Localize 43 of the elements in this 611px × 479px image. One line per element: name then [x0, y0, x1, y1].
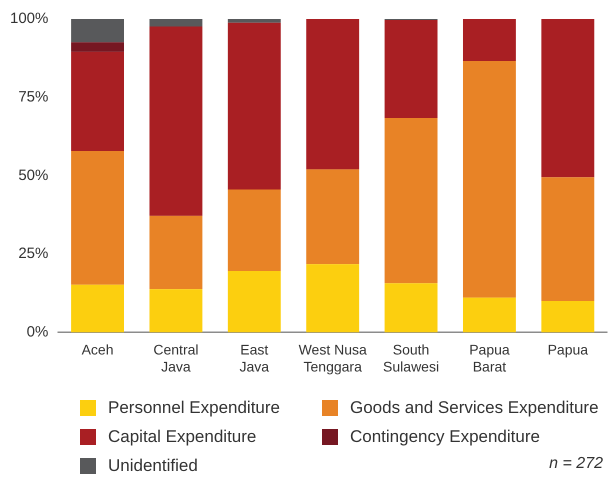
x-tick-label: Aceh: [82, 342, 114, 358]
x-tick-label: West Nusa Tenggara: [298, 342, 367, 374]
bar: [306, 19, 360, 170]
bar: [462, 60, 516, 298]
legend-label: Capital Expenditure: [108, 427, 256, 447]
x-tick-label: Central Java: [153, 342, 198, 374]
bar: [228, 22, 281, 190]
bar: [306, 264, 360, 332]
bar: [149, 216, 202, 290]
legend-label: Contingency Expenditure: [350, 427, 540, 447]
bar: [71, 284, 124, 332]
bar: [149, 19, 202, 27]
legend-label: Unidentified: [108, 456, 198, 476]
bar: [384, 118, 438, 284]
x-tick-label: Papua Barat: [469, 342, 510, 374]
x-tick-label: South Sulawesi: [383, 342, 440, 374]
bar: [384, 20, 438, 118]
x-tick-label: Papua: [548, 342, 588, 358]
text: n = 272: [549, 455, 603, 473]
legend-label: Goods and Services Expenditure: [350, 398, 599, 418]
bar: [541, 177, 594, 302]
bar: [71, 19, 124, 42]
y-tick-label: 0%: [26, 324, 48, 341]
bar: [384, 283, 438, 332]
legend-label: Personnel Expenditure: [108, 398, 280, 418]
y-tick-label: 50%: [18, 166, 48, 184]
y-tick-label: 100%: [10, 10, 48, 28]
bar: [462, 298, 516, 332]
y-tick-label: 25%: [18, 245, 48, 262]
bar: [306, 169, 360, 264]
bar: [228, 189, 281, 271]
bar: [149, 289, 202, 332]
bar: [228, 19, 281, 23]
bar: [541, 19, 594, 178]
bar: [228, 270, 281, 332]
x-tick-label: East Java: [240, 342, 270, 374]
bar: [71, 42, 124, 52]
bar: [149, 26, 202, 216]
bar: [541, 301, 594, 332]
bar: [71, 52, 124, 151]
y-tick-label: 75%: [18, 88, 48, 106]
bar: [462, 19, 516, 61]
bar: [71, 150, 124, 285]
